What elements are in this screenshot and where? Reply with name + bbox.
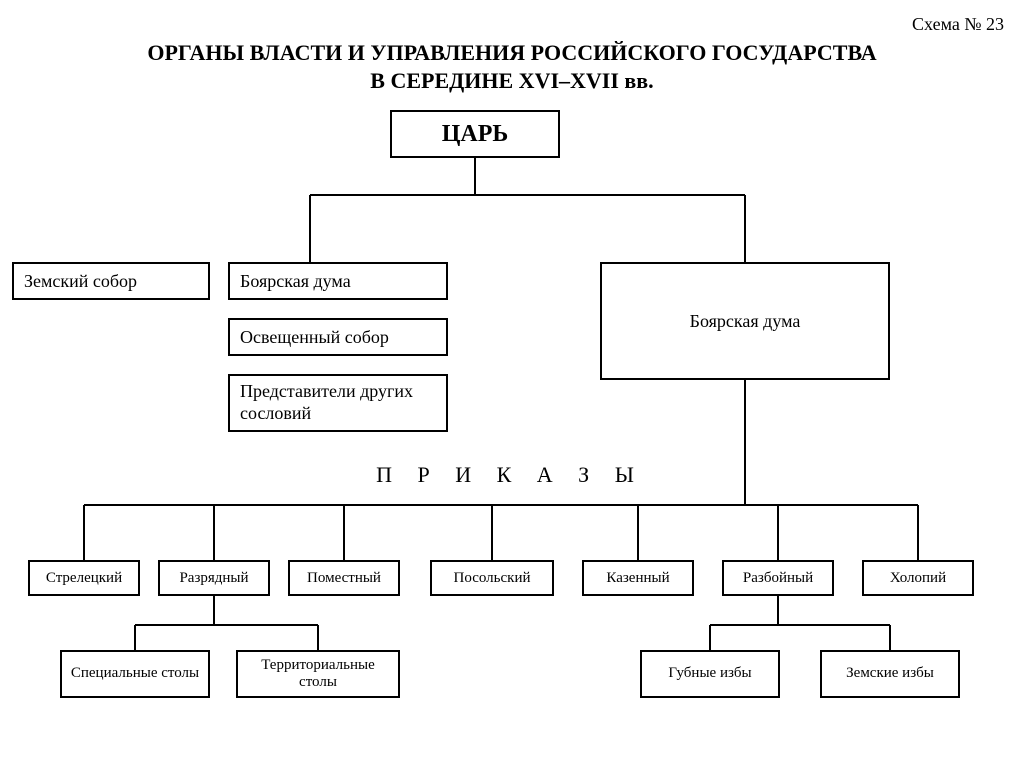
node-kazen: Казенный [582, 560, 694, 596]
node-posol: Посольский [430, 560, 554, 596]
node-razryad: Разрядный [158, 560, 270, 596]
scheme-number: Схема № 23 [912, 14, 1004, 35]
node-zemskie: Земские избы [820, 650, 960, 698]
node-boyar-duma-small: Боярская дума [228, 262, 448, 300]
node-razboy: Разбойный [722, 560, 834, 596]
title-line-1: ОРГАНЫ ВЛАСТИ И УПРАВЛЕНИЯ РОССИЙСКОГО Г… [0, 40, 1024, 66]
node-boyar-duma-big: Боярская дума [600, 262, 890, 380]
title-line-2: В СЕРЕДИНЕ XVI–XVII вв. [0, 68, 1024, 94]
node-pred-sosloviy: Представители других сословий [228, 374, 448, 432]
label-prikazy: П Р И К А З Ы [300, 462, 720, 488]
node-zemsky-sobor: Земский собор [12, 262, 210, 300]
node-osv-sobor: Освещенный собор [228, 318, 448, 356]
node-kholop: Холопий [862, 560, 974, 596]
node-spets-stoly: Специальные столы [60, 650, 210, 698]
node-gubnye: Губные избы [640, 650, 780, 698]
node-pomest: Поместный [288, 560, 400, 596]
node-strelets: Стрелецкий [28, 560, 140, 596]
node-tsar: ЦАРЬ [390, 110, 560, 158]
node-terr-stoly: Территориальные столы [236, 650, 400, 698]
